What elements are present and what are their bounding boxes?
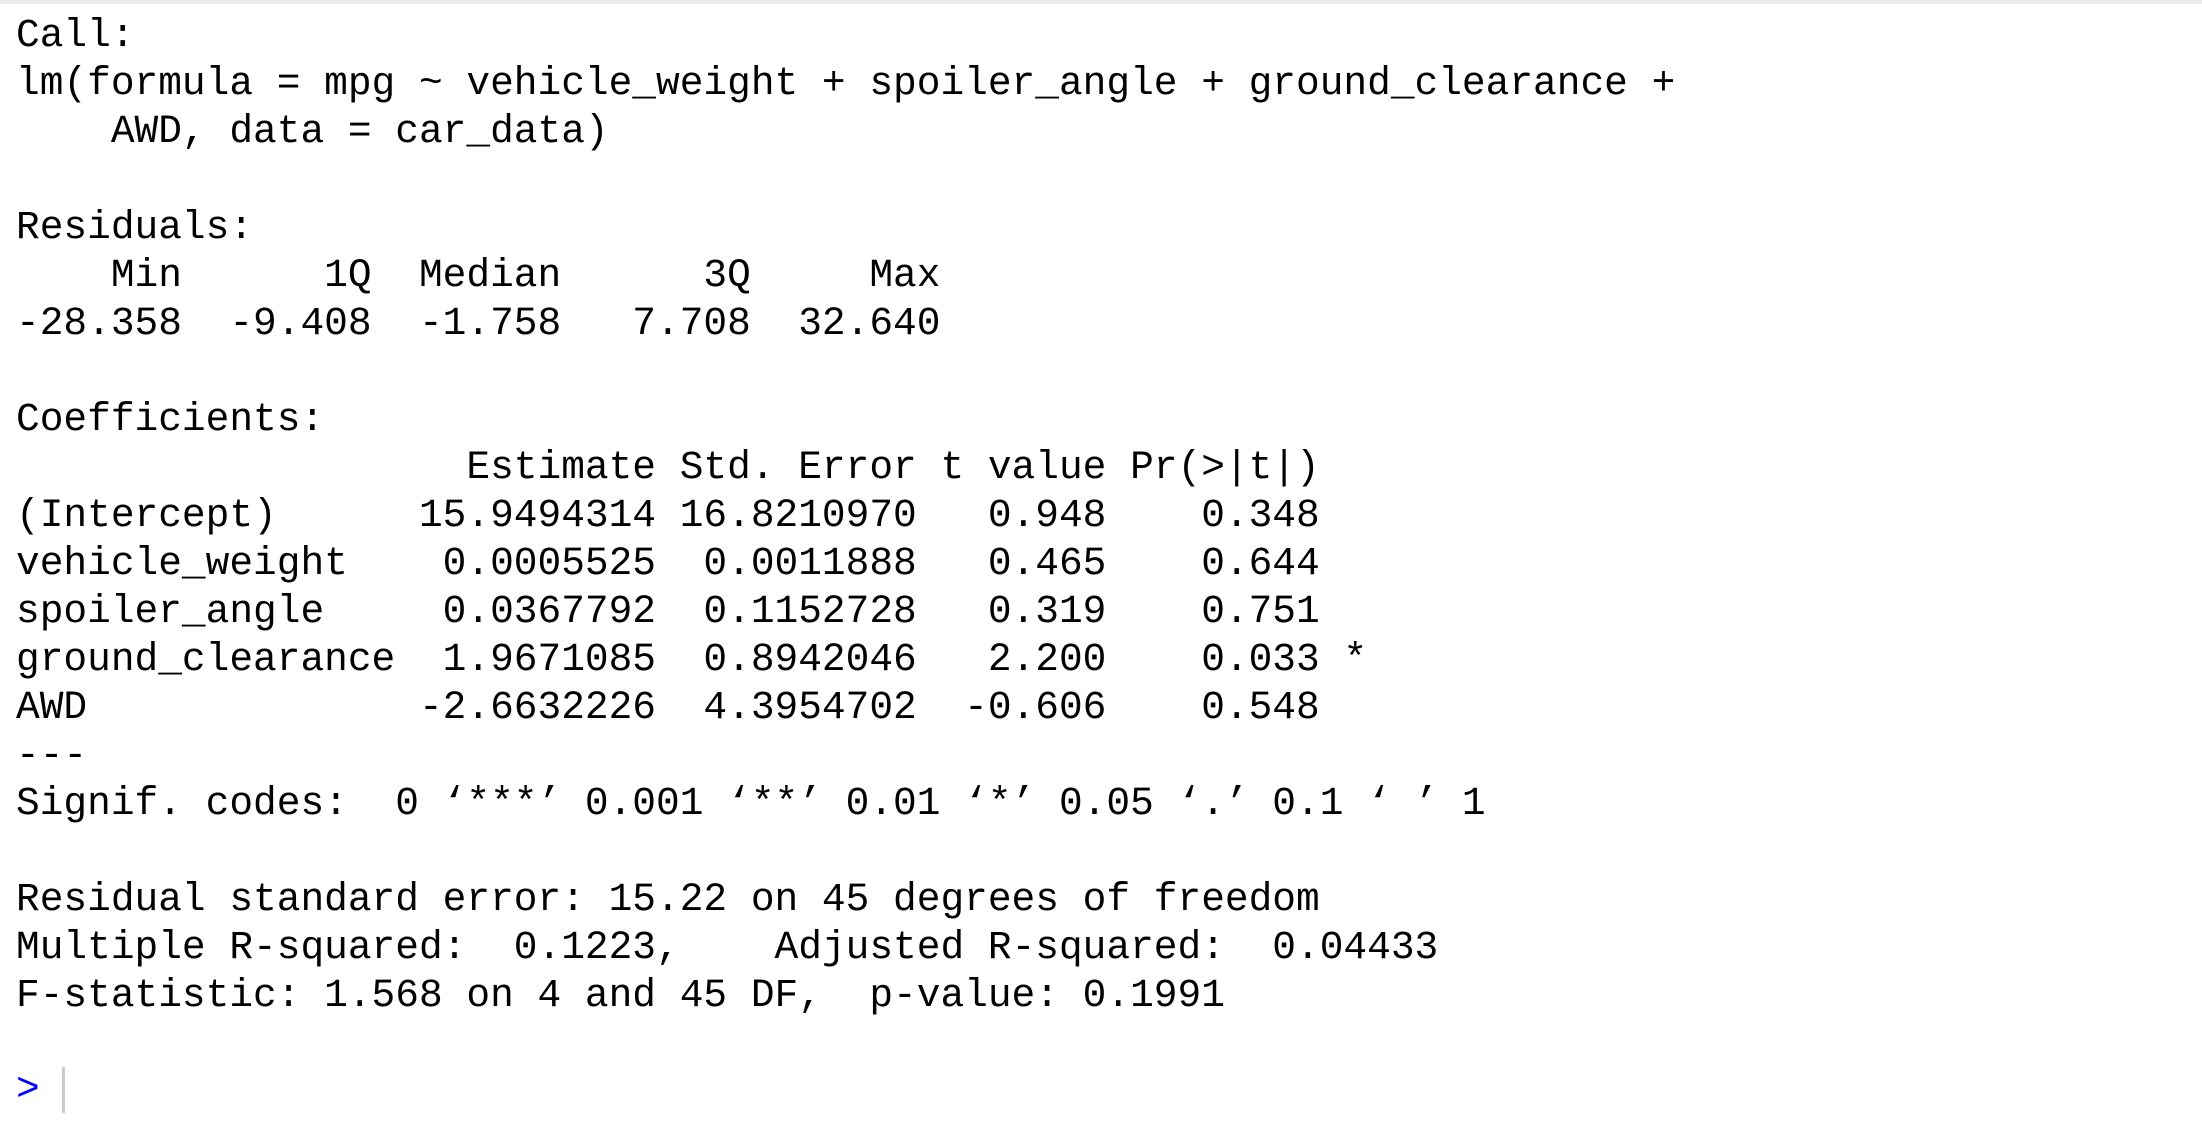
console-output: Call: lm(formula = mpg ~ vehicle_weight +… — [16, 12, 1675, 1068]
output-coefficients-label: Coefficients: — [16, 397, 325, 442]
output-residuals-values: -28.358 -9.408 -1.758 7.708 32.640 — [16, 301, 965, 346]
console-input-line[interactable]: > — [16, 1066, 65, 1114]
output-blank-line — [16, 348, 1675, 396]
output-blank-line — [16, 156, 1675, 204]
console-prompt: > — [16, 1067, 40, 1112]
output-f-statistic: F-statistic: 1.568 on 4 and 45 DF, p-val… — [16, 973, 1225, 1018]
output-coefficients-header: Estimate Std. Error t value Pr(>|t|) — [16, 445, 1368, 490]
output-coef-row-spoiler-angle: spoiler_angle 0.0367792 0.1152728 0.319 … — [16, 589, 1368, 634]
output-r-squared: Multiple R-squared: 0.1223, Adjusted R-s… — [16, 925, 1462, 970]
output-residual-std-error: Residual standard error: 15.22 on 45 deg… — [16, 877, 1320, 922]
output-coef-row-awd: AWD -2.6632226 4.3954702 -0.606 0.548 — [16, 685, 1368, 730]
output-call-formula-cont: AWD, data = car_data) — [16, 109, 609, 154]
output-call-label: Call: — [16, 13, 135, 58]
output-call-formula: lm(formula = mpg ~ vehicle_weight + spoi… — [16, 61, 1676, 106]
output-signif-codes: Signif. codes: 0 ‘***’ 0.001 ‘**’ 0.01 ‘… — [16, 781, 1486, 826]
output-residuals-label: Residuals: — [16, 205, 254, 250]
output-residuals-header: Min 1Q Median 3Q Max — [16, 253, 965, 298]
text-cursor — [61, 1067, 65, 1113]
output-coef-row-vehicle-weight: vehicle_weight 0.0005525 0.0011888 0.465… — [16, 541, 1368, 586]
output-separator: --- — [16, 733, 88, 778]
output-coef-row-ground-clearance: ground_clearance 1.9671085 0.8942046 2.2… — [16, 637, 1368, 682]
output-coef-row-intercept: (Intercept) 15.9494314 16.8210970 0.948 … — [16, 493, 1368, 538]
output-blank-line — [16, 828, 1675, 876]
output-blank-line — [16, 1020, 1675, 1068]
